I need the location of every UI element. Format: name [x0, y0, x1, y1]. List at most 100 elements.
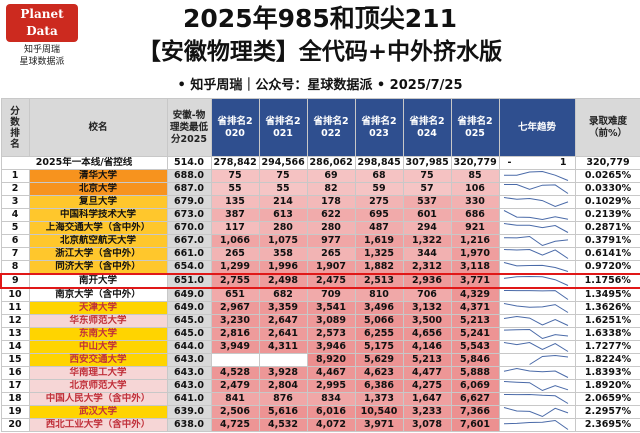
baseline-2021: 294,566 — [258, 156, 308, 170]
logo-sub2: 星球数据派 — [19, 57, 65, 67]
table-header-row: 分数排名 校名 安徽-物理类最低分2025 省排名2020 省排名2021 省排… — [0, 98, 640, 157]
score-cell: 649.0 — [166, 287, 212, 302]
trend-sparkline — [498, 378, 576, 393]
trend-line — [503, 235, 568, 246]
rank-2023-cell: 487 — [354, 220, 404, 235]
score-cell: 654.0 — [166, 259, 212, 274]
logo-badge: Planet Data — [6, 4, 78, 42]
table-row: 2 北京大学 687.0 55 55 82 59 57 106 0.0330% — [0, 181, 640, 196]
rank-2023-cell: 10,540 — [354, 404, 404, 419]
trend-sparkline — [498, 220, 576, 235]
rank-2025-cell: 5,846 — [450, 352, 500, 367]
rank-2021-cell: 613 — [258, 207, 308, 222]
brand-logo: Planet Data 知乎周瑞 星球数据派 — [4, 4, 80, 68]
trend-sparkline-chart — [503, 393, 568, 404]
rank-2024-cell: 537 — [402, 194, 452, 209]
rate-cell: 2.0659% — [574, 391, 640, 406]
score-cell: 673.0 — [166, 207, 212, 222]
rank-2020-cell: 3,230 — [210, 313, 260, 328]
trend-sparkline — [498, 365, 576, 380]
school-name: 西安交通大学 — [28, 352, 168, 367]
rank-2021-cell: 1,075 — [258, 233, 308, 248]
header-rank-2025: 省排名2025 — [450, 98, 500, 157]
rate-cell: 1.3626% — [574, 300, 640, 315]
rank-2024-cell: 4,477 — [402, 365, 452, 380]
score-cell: 687.0 — [166, 181, 212, 196]
rank-2022-cell: 265 — [306, 246, 356, 261]
trend-line — [503, 289, 568, 300]
rank-cell: 9 — [0, 272, 30, 289]
trend-sparkline-chart — [503, 248, 568, 259]
rank-cell: 19 — [0, 404, 30, 419]
rank-cell: 6 — [0, 233, 30, 248]
trend-line — [528, 354, 568, 365]
rank-2025-cell: 1,216 — [450, 233, 500, 248]
rank-2025-cell: 686 — [450, 207, 500, 222]
rank-2022-cell: 977 — [306, 233, 356, 248]
table-row: 15 西安交通大学 643.0 8,920 5,629 5,213 5,846 1.8224% — [0, 352, 640, 367]
rank-2025-cell: 7,601 — [450, 417, 500, 432]
rank-2022-cell: 2,573 — [306, 326, 356, 341]
rank-2024-cell: 4,275 — [402, 378, 452, 393]
baseline-rate: 320,779 — [574, 156, 640, 170]
trend-sparkline-chart — [503, 302, 568, 313]
trend-sparkline-chart — [503, 367, 568, 378]
rank-2023-cell: 5,066 — [354, 313, 404, 328]
trend-line — [503, 222, 568, 233]
rate-cell: 0.1029% — [574, 194, 640, 209]
score-cell: 667.0 — [166, 233, 212, 248]
rank-2024-cell: 4,146 — [402, 339, 452, 354]
baseline-score: 514.0 — [166, 156, 212, 170]
rank-2020-cell: 2,479 — [210, 378, 260, 393]
rank-2021-cell: 3,359 — [258, 300, 308, 315]
rank-2022-cell: 8,920 — [306, 352, 356, 367]
rank-2024-cell: 2,936 — [402, 272, 452, 289]
trend-line — [503, 315, 568, 326]
rank-2021-cell: 55 — [258, 181, 308, 196]
rank-2022-cell: 2,475 — [306, 272, 356, 289]
rank-cell: 18 — [0, 391, 30, 406]
rank-2021-cell — [258, 352, 308, 367]
trend-sparkline-chart — [503, 222, 568, 233]
score-cell: 688.0 — [166, 168, 212, 183]
rank-cell: 14 — [0, 339, 30, 354]
score-cell: 645.0 — [166, 313, 212, 328]
trend-line — [503, 170, 568, 181]
rank-2023-cell: 5,629 — [354, 352, 404, 367]
rank-2023-cell: 1,619 — [354, 233, 404, 248]
rank-2023-cell: 1,882 — [354, 259, 404, 274]
trend-sparkline-chart — [503, 341, 568, 352]
rank-cell: 1 — [0, 168, 30, 183]
rank-cell: 17 — [0, 378, 30, 393]
rank-2025-cell: 3,118 — [450, 259, 500, 274]
header-trend: 七年趋势 — [498, 98, 576, 157]
school-name: 同济大学（含中外） — [28, 259, 168, 274]
rank-2020-cell: 117 — [210, 220, 260, 235]
rank-2021-cell: 2,641 — [258, 326, 308, 341]
rank-cell: 10 — [0, 287, 30, 302]
table-row: 14 中山大学 644.0 3,949 4,311 3,946 5,175 4,146 5,54… — [0, 339, 640, 354]
baseline-2020: 278,842 — [210, 156, 260, 170]
rank-2024-cell: 3,500 — [402, 313, 452, 328]
school-name: 武汉大学 — [28, 404, 168, 419]
rank-2024-cell: 1,647 — [402, 391, 452, 406]
rank-2023-cell: 2,513 — [354, 272, 404, 289]
logo-line2: Data — [26, 24, 58, 38]
rank-2020-cell: 2,816 — [210, 326, 260, 341]
author-info: • 知乎周瑞｜公众号：星球数据派 • 2025/7/25 — [177, 78, 463, 93]
trend-line — [503, 341, 568, 352]
rank-2025-cell: 921 — [450, 220, 500, 235]
school-name: 北京师范大学 — [28, 378, 168, 393]
rank-2023-cell: 6,386 — [354, 378, 404, 393]
trend-sparkline-chart — [503, 235, 568, 246]
table-row: 19 武汉大学 639.0 2,506 5,616 6,016 10,540 3,233 7,3… — [0, 404, 640, 419]
rate-cell: 0.3791% — [574, 233, 640, 248]
rank-2020-cell: 4,725 — [210, 417, 260, 432]
header-rank-2023: 省排名2023 — [354, 98, 404, 157]
rank-2025-cell: 4,371 — [450, 300, 500, 315]
table-row: 7 浙江大学（含中外） 661.0 265 358 265 1,325 344 1,970 0.6… — [0, 246, 640, 261]
page-title: 2025年985和顶尖211 — [183, 4, 457, 33]
header-name: 校名 — [28, 98, 168, 157]
ranking-table-container: 分数排名 校名 安徽-物理类最低分2025 省排名2020 省排名2021 省排… — [0, 98, 640, 432]
rank-2020-cell: 1,066 — [210, 233, 260, 248]
